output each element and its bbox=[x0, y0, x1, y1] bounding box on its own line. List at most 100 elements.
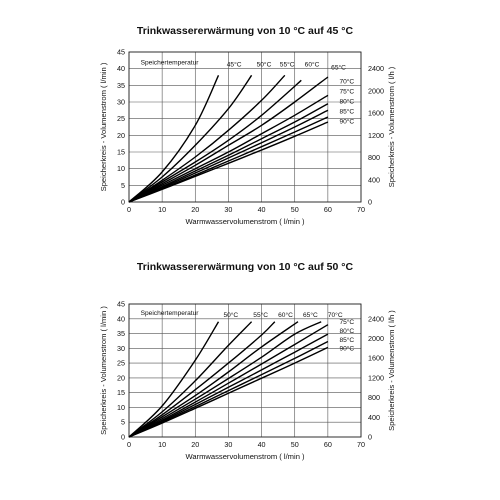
series-line-85c bbox=[128, 340, 329, 438]
series-line-70c bbox=[128, 94, 329, 203]
y-tick-label: 30 bbox=[117, 344, 125, 353]
x-axis-label: Warmwasservolumenstrom ( l/min ) bbox=[185, 217, 305, 226]
x-tick-label: 50 bbox=[291, 205, 299, 214]
series-line-60c bbox=[128, 321, 276, 438]
y2-tick-label: 400 bbox=[368, 175, 380, 184]
y2-tick-label: 2000 bbox=[368, 334, 384, 343]
y-tick-label: 30 bbox=[117, 98, 125, 107]
y-tick-label: 5 bbox=[121, 181, 125, 190]
series-line-65c bbox=[128, 321, 299, 438]
series-label-80c: 80°C bbox=[339, 98, 354, 106]
y-tick-label: 40 bbox=[117, 64, 125, 73]
chart-title: Trinkwassererwärmung von 10 °C auf 50 °C bbox=[137, 261, 354, 273]
series-label-70c: 70°C bbox=[339, 78, 354, 86]
series-label-90c: 90°C bbox=[339, 118, 354, 126]
series-label-65c: 65°C bbox=[303, 311, 318, 319]
series-label-50c: 50°C bbox=[257, 61, 272, 69]
series-line-90c bbox=[128, 121, 329, 203]
x-tick-label: 10 bbox=[158, 440, 166, 449]
y-tick-label: 10 bbox=[117, 403, 125, 412]
series-line-45c bbox=[128, 75, 220, 203]
x-tick-label: 50 bbox=[291, 440, 299, 449]
y2-axis-label: Speicherkreis - Volumenstrom ( l/h ) bbox=[387, 310, 396, 431]
y2-tick-label: 1600 bbox=[368, 354, 384, 363]
series-line-65c bbox=[128, 76, 329, 203]
series-label-75c: 75°C bbox=[339, 318, 354, 326]
x-tick-label: 60 bbox=[324, 440, 332, 449]
series-line-55c bbox=[128, 321, 253, 438]
y-tick-label: 0 bbox=[121, 433, 125, 442]
y2-tick-label: 400 bbox=[368, 413, 380, 422]
x-tick-label: 30 bbox=[224, 205, 232, 214]
y2-tick-label: 1200 bbox=[368, 373, 384, 382]
x-tick-label: 40 bbox=[258, 205, 266, 214]
series-line-90c bbox=[128, 346, 329, 438]
series-label-90c: 90°C bbox=[339, 345, 354, 353]
chart-10-to-45: Trinkwassererwärmung von 10 °C auf 45 °C… bbox=[99, 25, 396, 226]
x-tick-label: 0 bbox=[127, 205, 131, 214]
series-label-65c: 65°C bbox=[331, 63, 346, 71]
y2-tick-label: 2400 bbox=[368, 314, 384, 323]
y-tick-label: 25 bbox=[117, 359, 125, 368]
series-line-75c bbox=[128, 324, 329, 438]
y-tick-label: 35 bbox=[117, 81, 125, 90]
y2-tick-label: 2000 bbox=[368, 86, 384, 95]
series-line-60c bbox=[128, 79, 302, 203]
x-axis-label: Warmwasservolumenstrom ( l/min ) bbox=[185, 452, 305, 461]
legend-title: Speichertemperatur bbox=[141, 310, 200, 317]
series-label-45c: 45°C bbox=[227, 61, 242, 69]
y2-tick-label: 2400 bbox=[368, 64, 384, 73]
legend-title: Speichertemperatur bbox=[141, 60, 200, 67]
x-tick-label: 20 bbox=[191, 205, 199, 214]
x-tick-label: 10 bbox=[158, 205, 166, 214]
plot-frame bbox=[128, 303, 362, 438]
series-label-70c: 70°C bbox=[328, 311, 343, 319]
y-tick-label: 20 bbox=[117, 131, 125, 140]
y-tick-label: 25 bbox=[117, 114, 125, 123]
series-label-85c: 85°C bbox=[339, 336, 354, 344]
series-line-75c bbox=[128, 103, 329, 203]
x-tick-label: 60 bbox=[324, 205, 332, 214]
y-tick-label: 45 bbox=[117, 300, 125, 309]
series-label-50c: 50°C bbox=[223, 311, 238, 319]
series-label-75c: 75°C bbox=[339, 88, 354, 96]
series-line-55c bbox=[128, 74, 286, 203]
series-line-80c bbox=[128, 333, 329, 438]
y2-tick-label: 0 bbox=[368, 198, 372, 207]
x-tick-label: 0 bbox=[127, 440, 131, 449]
y2-axis-label: Speicherkreis - Volumenstrom ( l/h ) bbox=[387, 66, 396, 187]
y2-tick-label: 0 bbox=[368, 433, 372, 442]
y-tick-label: 45 bbox=[117, 48, 125, 57]
x-tick-label: 70 bbox=[357, 205, 365, 214]
y-axis-label: Speicherkreis - Volumenstrom ( l/min ) bbox=[99, 306, 108, 435]
plot-frame bbox=[128, 51, 362, 203]
series-line-80c bbox=[128, 109, 329, 203]
chart-title: Trinkwassererwärmung von 10 °C auf 45 °C bbox=[137, 25, 354, 37]
y-axis-label: Speicherkreis - Volumenstrom ( l/min ) bbox=[99, 62, 108, 191]
y-tick-label: 20 bbox=[117, 373, 125, 382]
series-line-50c bbox=[128, 74, 253, 203]
series-label-80c: 80°C bbox=[339, 327, 354, 335]
y2-tick-label: 800 bbox=[368, 153, 380, 162]
y-tick-label: 40 bbox=[117, 314, 125, 323]
y-tick-label: 35 bbox=[117, 329, 125, 338]
x-tick-label: 20 bbox=[191, 440, 199, 449]
y2-tick-label: 800 bbox=[368, 393, 380, 402]
series-label-60c: 60°C bbox=[305, 61, 320, 69]
series-line-50c bbox=[128, 321, 220, 438]
series-label-85c: 85°C bbox=[339, 108, 354, 116]
x-tick-label: 70 bbox=[357, 440, 365, 449]
chart-10-to-50: Trinkwassererwärmung von 10 °C auf 50 °C… bbox=[99, 261, 396, 461]
y2-tick-label: 1600 bbox=[368, 109, 384, 118]
x-tick-label: 30 bbox=[224, 440, 232, 449]
series-label-55c: 55°C bbox=[253, 311, 268, 319]
y2-tick-label: 1200 bbox=[368, 131, 384, 140]
series-label-60c: 60°C bbox=[278, 311, 293, 319]
y-tick-label: 5 bbox=[121, 418, 125, 427]
x-tick-label: 40 bbox=[258, 440, 266, 449]
y-tick-label: 0 bbox=[121, 198, 125, 207]
y-tick-label: 15 bbox=[117, 148, 125, 157]
series-label-55c: 55°C bbox=[280, 61, 295, 69]
y-tick-label: 15 bbox=[117, 388, 125, 397]
